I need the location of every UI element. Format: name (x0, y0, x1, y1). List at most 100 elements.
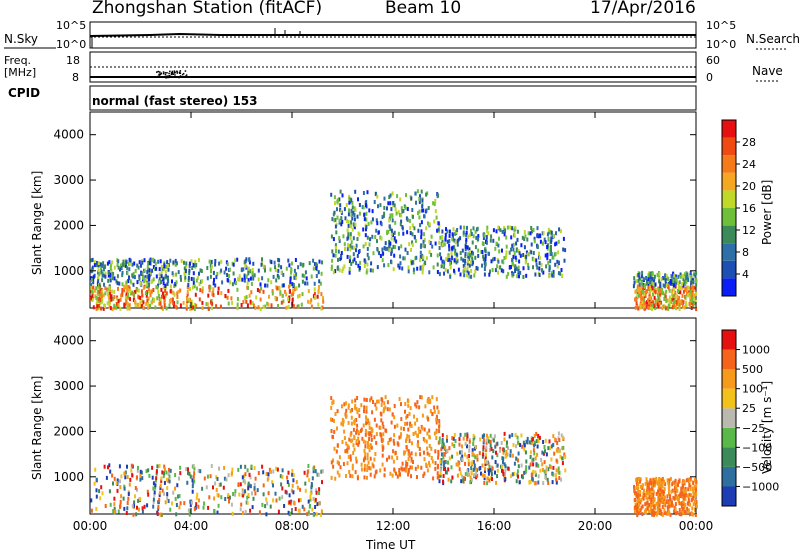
power-echo-cell (414, 238, 417, 243)
power-echo-cell (372, 268, 374, 273)
power-echo-cell (134, 303, 137, 308)
velocity-echo-cell (529, 450, 532, 455)
power-echo-cell (695, 278, 697, 283)
power-echo-cell (243, 278, 246, 283)
power-echo-cell (481, 263, 483, 268)
power-echo-cell (273, 260, 276, 265)
power-echo-cell (682, 289, 685, 294)
velocity-echo-cell (388, 455, 391, 460)
power-echo-cell (192, 281, 195, 285)
velocity-echo-cell (100, 485, 103, 490)
velocity-echo-cell (416, 400, 419, 405)
power-echo-cell (117, 265, 120, 270)
power-echo-cell (673, 293, 676, 298)
power-echo-cell (467, 271, 470, 276)
velocity-echo-cell (364, 432, 367, 437)
power-echo-cell (466, 259, 469, 264)
power-echo-cell (186, 299, 189, 304)
x-tick-label: 12:00 (376, 519, 411, 533)
power-echo-cell (651, 276, 654, 281)
nave-dot (171, 75, 173, 78)
velocity-echo-cell (232, 492, 235, 496)
velocity-echo-cell (695, 483, 698, 488)
velocity-echo-cell (444, 466, 447, 471)
power-echo-cell (309, 300, 312, 305)
power-echo-cell (132, 298, 135, 302)
power-echo-cell (116, 263, 119, 268)
power-echo-cell (441, 235, 444, 239)
velocity-echo-cell (657, 492, 660, 497)
velocity-echo-cell (429, 409, 432, 414)
velocity-echo-cell (495, 450, 497, 455)
colorbar-swatch (722, 243, 736, 261)
power-echo-cell (205, 302, 208, 307)
velocity-echo-cell (472, 437, 475, 442)
velocity-echo-cell (112, 509, 115, 513)
velocity-echo-cell (179, 501, 182, 506)
power-echo-cell (240, 303, 243, 307)
power-echo-cell (163, 267, 166, 272)
power-echo-cell (101, 263, 104, 268)
power-echo-cell (440, 256, 443, 261)
velocity-echo-cell (396, 423, 399, 428)
power-echo-cell (454, 240, 457, 245)
power-echo-cell (400, 206, 403, 211)
power-echo-cell (137, 265, 140, 270)
power-echo-cell (468, 263, 471, 268)
velocity-echo-cell (418, 430, 421, 434)
power-echo-cell (683, 279, 686, 284)
power-echo-cell (546, 252, 549, 257)
power-echo-cell (269, 259, 272, 264)
power-echo-cell (421, 267, 424, 271)
power-echo-cell (647, 298, 649, 303)
power-echo-cell (423, 237, 426, 242)
velocity-echo-cell (476, 473, 479, 478)
velocity-echo-cell (277, 509, 280, 514)
power-echo-cell (187, 285, 190, 290)
power-echo-cell (227, 301, 230, 306)
velocity-echo-cell (416, 417, 419, 422)
velocity-echo-cell (360, 403, 363, 408)
velocity-echo-cell (661, 493, 663, 498)
velocity-echo-cell (187, 471, 189, 476)
power-echo-cell (109, 263, 112, 268)
power-echo-cell (457, 237, 460, 242)
power-echo-cell (470, 228, 472, 233)
power-echo-cell (399, 222, 402, 227)
power-echo-cell (210, 264, 213, 269)
velocity-echo-cell (686, 506, 689, 511)
velocity-echo-cell (661, 498, 664, 503)
velocity-echo-cell (680, 487, 683, 491)
velocity-echo-cell (119, 503, 122, 508)
power-echo-cell (147, 296, 150, 301)
velocity-echo-cell (136, 475, 138, 480)
power-echo-cell (188, 297, 191, 302)
power-echo-cell (677, 281, 680, 286)
power-echo-cell (332, 237, 335, 242)
velocity-echo-cell (668, 478, 671, 483)
power-echo-cell (465, 230, 468, 235)
power-echo-cell (647, 305, 650, 310)
nsky-bottom-tick: 10^0 (56, 38, 87, 51)
colorbar-tick-label: 28 (742, 136, 756, 149)
velocity-echo-cell (670, 503, 673, 508)
power-echo-cell (460, 256, 463, 261)
power-echo-cell (374, 235, 377, 239)
velocity-echo-cell (484, 466, 487, 471)
power-echo-cell (434, 198, 437, 203)
power-echo-cell (692, 287, 695, 292)
velocity-echo-cell (438, 474, 441, 479)
velocity-echo-cell (641, 512, 644, 517)
velocity-echo-cell (294, 507, 297, 511)
velocity-echo-cell (542, 451, 545, 456)
velocity-echo-cell (695, 479, 698, 484)
x-tick-label: 08:00 (275, 519, 310, 533)
power-echo-cell (330, 234, 333, 239)
power-echo-cell (550, 236, 553, 241)
velocity-echo-cell (482, 452, 485, 457)
power-echo-cell (431, 244, 434, 249)
power-echo-cell (201, 306, 204, 311)
nave-dot (165, 76, 167, 79)
power-echo-cell (339, 203, 342, 208)
velocity-echo-cell (635, 486, 638, 490)
